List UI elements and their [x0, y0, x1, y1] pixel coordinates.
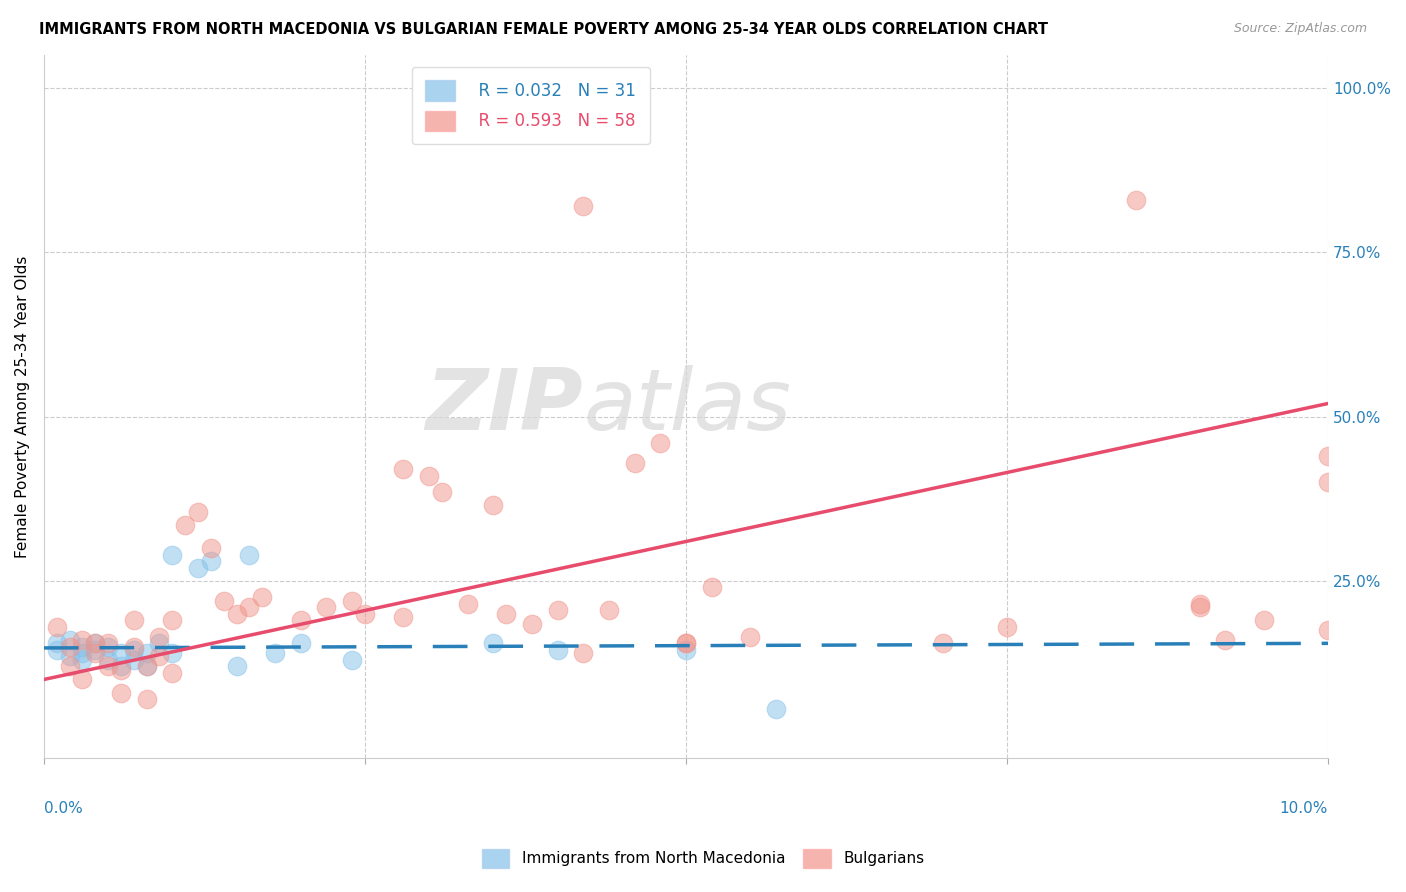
Point: [72, 646, 94, 660]
Point: [135, 646, 157, 660]
Point: [392, 462, 415, 476]
Point: [72, 633, 94, 648]
Point: [418, 468, 440, 483]
Point: [122, 643, 145, 657]
Point: [340, 653, 363, 667]
Point: [212, 593, 235, 607]
Point: [148, 630, 170, 644]
Point: [148, 649, 170, 664]
Point: [547, 603, 569, 617]
Point: [58, 640, 80, 654]
Point: [135, 659, 157, 673]
Point: [547, 643, 569, 657]
Point: [457, 597, 479, 611]
Text: Source: ZipAtlas.com: Source: ZipAtlas.com: [1233, 22, 1367, 36]
Point: [482, 636, 505, 650]
Point: [84, 646, 107, 660]
Point: [572, 199, 595, 213]
Point: [97, 659, 120, 673]
Point: [264, 646, 287, 660]
Point: [45, 643, 67, 657]
Point: [1125, 193, 1147, 207]
Point: [58, 633, 80, 648]
Point: [290, 636, 312, 650]
Text: 10.0%: 10.0%: [1279, 800, 1329, 815]
Point: [72, 640, 94, 654]
Point: [675, 636, 697, 650]
Point: [72, 653, 94, 667]
Point: [482, 499, 505, 513]
Point: [238, 600, 260, 615]
Point: [97, 640, 120, 654]
Legend:   R = 0.032   N = 31,   R = 0.593   N = 58: R = 0.032 N = 31, R = 0.593 N = 58: [412, 67, 650, 145]
Point: [340, 593, 363, 607]
Point: [110, 685, 132, 699]
Point: [162, 613, 184, 627]
Legend: Immigrants from North Macedonia, Bulgarians: Immigrants from North Macedonia, Bulgari…: [475, 843, 931, 873]
Point: [97, 653, 120, 667]
Point: [675, 643, 697, 657]
Point: [45, 620, 67, 634]
Point: [315, 600, 337, 615]
Point: [200, 541, 222, 555]
Y-axis label: Female Poverty Among 25-34 Year Olds: Female Poverty Among 25-34 Year Olds: [15, 255, 30, 558]
Point: [623, 456, 645, 470]
Point: [58, 649, 80, 664]
Point: [392, 610, 415, 624]
Point: [650, 436, 672, 450]
Point: [174, 518, 197, 533]
Point: [162, 665, 184, 680]
Point: [162, 646, 184, 660]
Point: [45, 636, 67, 650]
Text: IMMIGRANTS FROM NORTH MACEDONIA VS BULGARIAN FEMALE POVERTY AMONG 25-34 YEAR OLD: IMMIGRANTS FROM NORTH MACEDONIA VS BULGA…: [39, 22, 1049, 37]
Point: [1188, 600, 1211, 615]
Point: [225, 607, 247, 621]
Point: [84, 636, 107, 650]
Point: [572, 646, 595, 660]
Point: [84, 643, 107, 657]
Point: [122, 640, 145, 654]
Point: [58, 659, 80, 673]
Point: [1317, 623, 1340, 637]
Point: [1253, 613, 1275, 627]
Point: [110, 659, 132, 673]
Point: [122, 613, 145, 627]
Point: [1215, 633, 1237, 648]
Point: [84, 636, 107, 650]
Point: [740, 630, 762, 644]
Point: [135, 659, 157, 673]
Point: [495, 607, 517, 621]
Point: [700, 581, 723, 595]
Point: [187, 505, 209, 519]
Point: [110, 663, 132, 677]
Point: [97, 636, 120, 650]
Point: [675, 636, 697, 650]
Point: [520, 616, 543, 631]
Point: [200, 554, 222, 568]
Point: [765, 702, 787, 716]
Point: [148, 636, 170, 650]
Point: [354, 607, 377, 621]
Point: [238, 548, 260, 562]
Point: [1317, 449, 1340, 463]
Point: [290, 613, 312, 627]
Point: [72, 673, 94, 687]
Point: [250, 591, 273, 605]
Point: [1317, 475, 1340, 490]
Point: [135, 692, 157, 706]
Point: [430, 485, 453, 500]
Point: [995, 620, 1018, 634]
Point: [110, 646, 132, 660]
Text: atlas: atlas: [583, 365, 792, 449]
Point: [162, 548, 184, 562]
Point: [225, 659, 247, 673]
Point: [598, 603, 620, 617]
Point: [1188, 597, 1211, 611]
Point: [122, 653, 145, 667]
Point: [932, 636, 955, 650]
Text: ZIP: ZIP: [426, 365, 583, 449]
Text: 0.0%: 0.0%: [44, 800, 83, 815]
Point: [187, 561, 209, 575]
